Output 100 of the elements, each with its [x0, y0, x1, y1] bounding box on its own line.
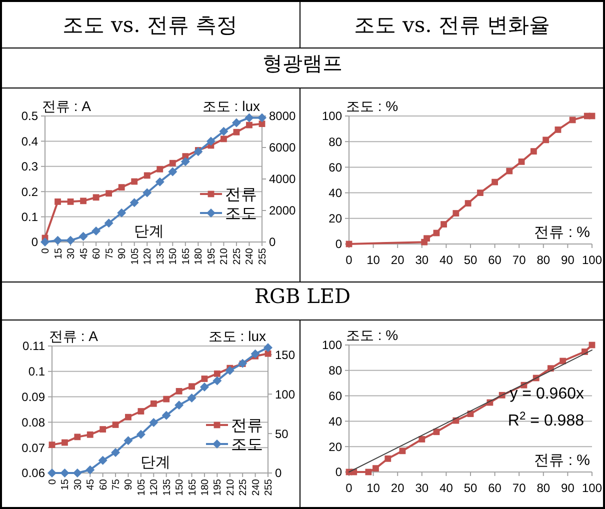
point: [138, 408, 144, 414]
point: [384, 455, 392, 462]
y-axis-title: 전류 : A: [49, 328, 99, 344]
x-tick-label: 15: [53, 248, 64, 260]
x-tick-label: 30: [415, 253, 429, 267]
y-tick-label: 80: [328, 134, 342, 149]
point: [214, 370, 220, 377]
y-tick-label: 0.3: [21, 160, 38, 174]
point: [201, 376, 208, 382]
x-tick-label: 10: [366, 253, 380, 267]
point: [542, 136, 550, 144]
point: [477, 190, 484, 196]
point: [250, 349, 260, 358]
y-tick-label: 60: [328, 389, 342, 403]
y2-tick-label: 4000: [269, 172, 296, 186]
point: [424, 235, 430, 242]
x-tick-label: 0: [346, 253, 353, 267]
y2-tick-label: 100: [275, 387, 296, 402]
point: [200, 382, 209, 392]
point: [118, 184, 125, 191]
y-tick-label: 0: [31, 235, 38, 250]
x-tick-label: 150: [174, 478, 186, 496]
point: [78, 232, 88, 241]
y2-tick-label: 6000: [269, 140, 296, 155]
x-tick-label: 70: [512, 253, 526, 267]
point: [187, 394, 196, 403]
y-tick-label: 0.06: [22, 466, 46, 480]
point: [212, 376, 222, 386]
x-tick-label: 150: [168, 248, 180, 265]
point: [365, 468, 372, 476]
point: [452, 210, 460, 216]
point: [48, 468, 56, 478]
x-tick-label: 20: [390, 481, 405, 495]
chart-title: 조도 vs. 전류 변화율: [354, 13, 550, 37]
x-tick-label: 50: [464, 253, 478, 267]
point: [66, 236, 76, 245]
chart-subtitle: RGB LED: [254, 284, 351, 308]
x-axis-title: 전류 : %: [534, 224, 590, 241]
x-tick-label: 40: [440, 253, 454, 267]
point: [60, 468, 70, 478]
x-tick-label: 45: [78, 248, 90, 260]
point: [163, 396, 170, 402]
x-axis-title: 단계: [134, 223, 164, 240]
x-tick-label: 60: [98, 478, 110, 490]
x-tick-label: 45: [86, 478, 97, 490]
point: [244, 113, 254, 122]
point: [188, 383, 195, 390]
x-tick-label: 165: [187, 478, 198, 496]
y2-tick-label: 8000: [269, 109, 296, 124]
x-tick-label: 60: [488, 481, 502, 495]
x-tick-label: 90: [117, 248, 128, 260]
point: [48, 442, 56, 448]
x-tick-label: 90: [561, 253, 575, 267]
y-tick-label: 0: [335, 465, 342, 480]
y2-tick-label: 0: [275, 466, 282, 480]
point: [144, 172, 150, 179]
chart-title: 조도 vs. 전류 측정: [62, 13, 238, 37]
point: [136, 430, 146, 439]
x-axis-title: 단계: [140, 454, 171, 471]
y-axis-title: 전류 : A: [42, 98, 92, 114]
y-tick-label: 0.08: [22, 415, 46, 430]
point: [440, 221, 447, 228]
point: [206, 136, 216, 146]
point: [67, 198, 74, 205]
x-tick-label: 50: [464, 481, 478, 495]
x-tick-label: 135: [162, 478, 173, 496]
point: [130, 198, 139, 208]
point: [560, 358, 566, 364]
y-tick-label: 20: [328, 212, 342, 226]
x-tick-label: 100: [582, 481, 602, 495]
x-tick-label: 120: [142, 248, 154, 265]
point: [418, 436, 426, 442]
y2-tick-label: 50: [275, 426, 289, 441]
point: [117, 208, 126, 218]
x-axis-title: 전류 : %: [534, 452, 590, 469]
point: [86, 431, 94, 438]
annotation: y = 0.960x: [510, 385, 584, 402]
y-tick-label: 60: [328, 160, 342, 174]
text: 형광램프: [262, 51, 342, 75]
point: [111, 448, 120, 457]
y-tick-label: 40: [328, 414, 342, 428]
y-tick-label: 80: [328, 364, 342, 378]
x-tick-label: 240: [244, 248, 256, 265]
annotation: R$^{2}$ = 0.988: [508, 410, 584, 430]
y-tick-label: 20: [328, 440, 342, 454]
point: [150, 400, 157, 407]
y2-tick-label: 2000: [269, 204, 296, 218]
point: [194, 147, 203, 156]
x-tick-label: 75: [104, 248, 116, 260]
point: [149, 418, 158, 428]
point: [225, 366, 234, 375]
point: [168, 167, 178, 176]
x-tick-label: 80: [536, 481, 550, 495]
point: [554, 126, 562, 133]
x-tick-label: 165: [180, 248, 192, 265]
y2-tick-label: 0: [269, 235, 276, 250]
point: [169, 160, 176, 166]
point: [492, 178, 498, 186]
y-tick-label: 0.4: [21, 134, 38, 148]
x-tick-label: 225: [232, 248, 243, 265]
